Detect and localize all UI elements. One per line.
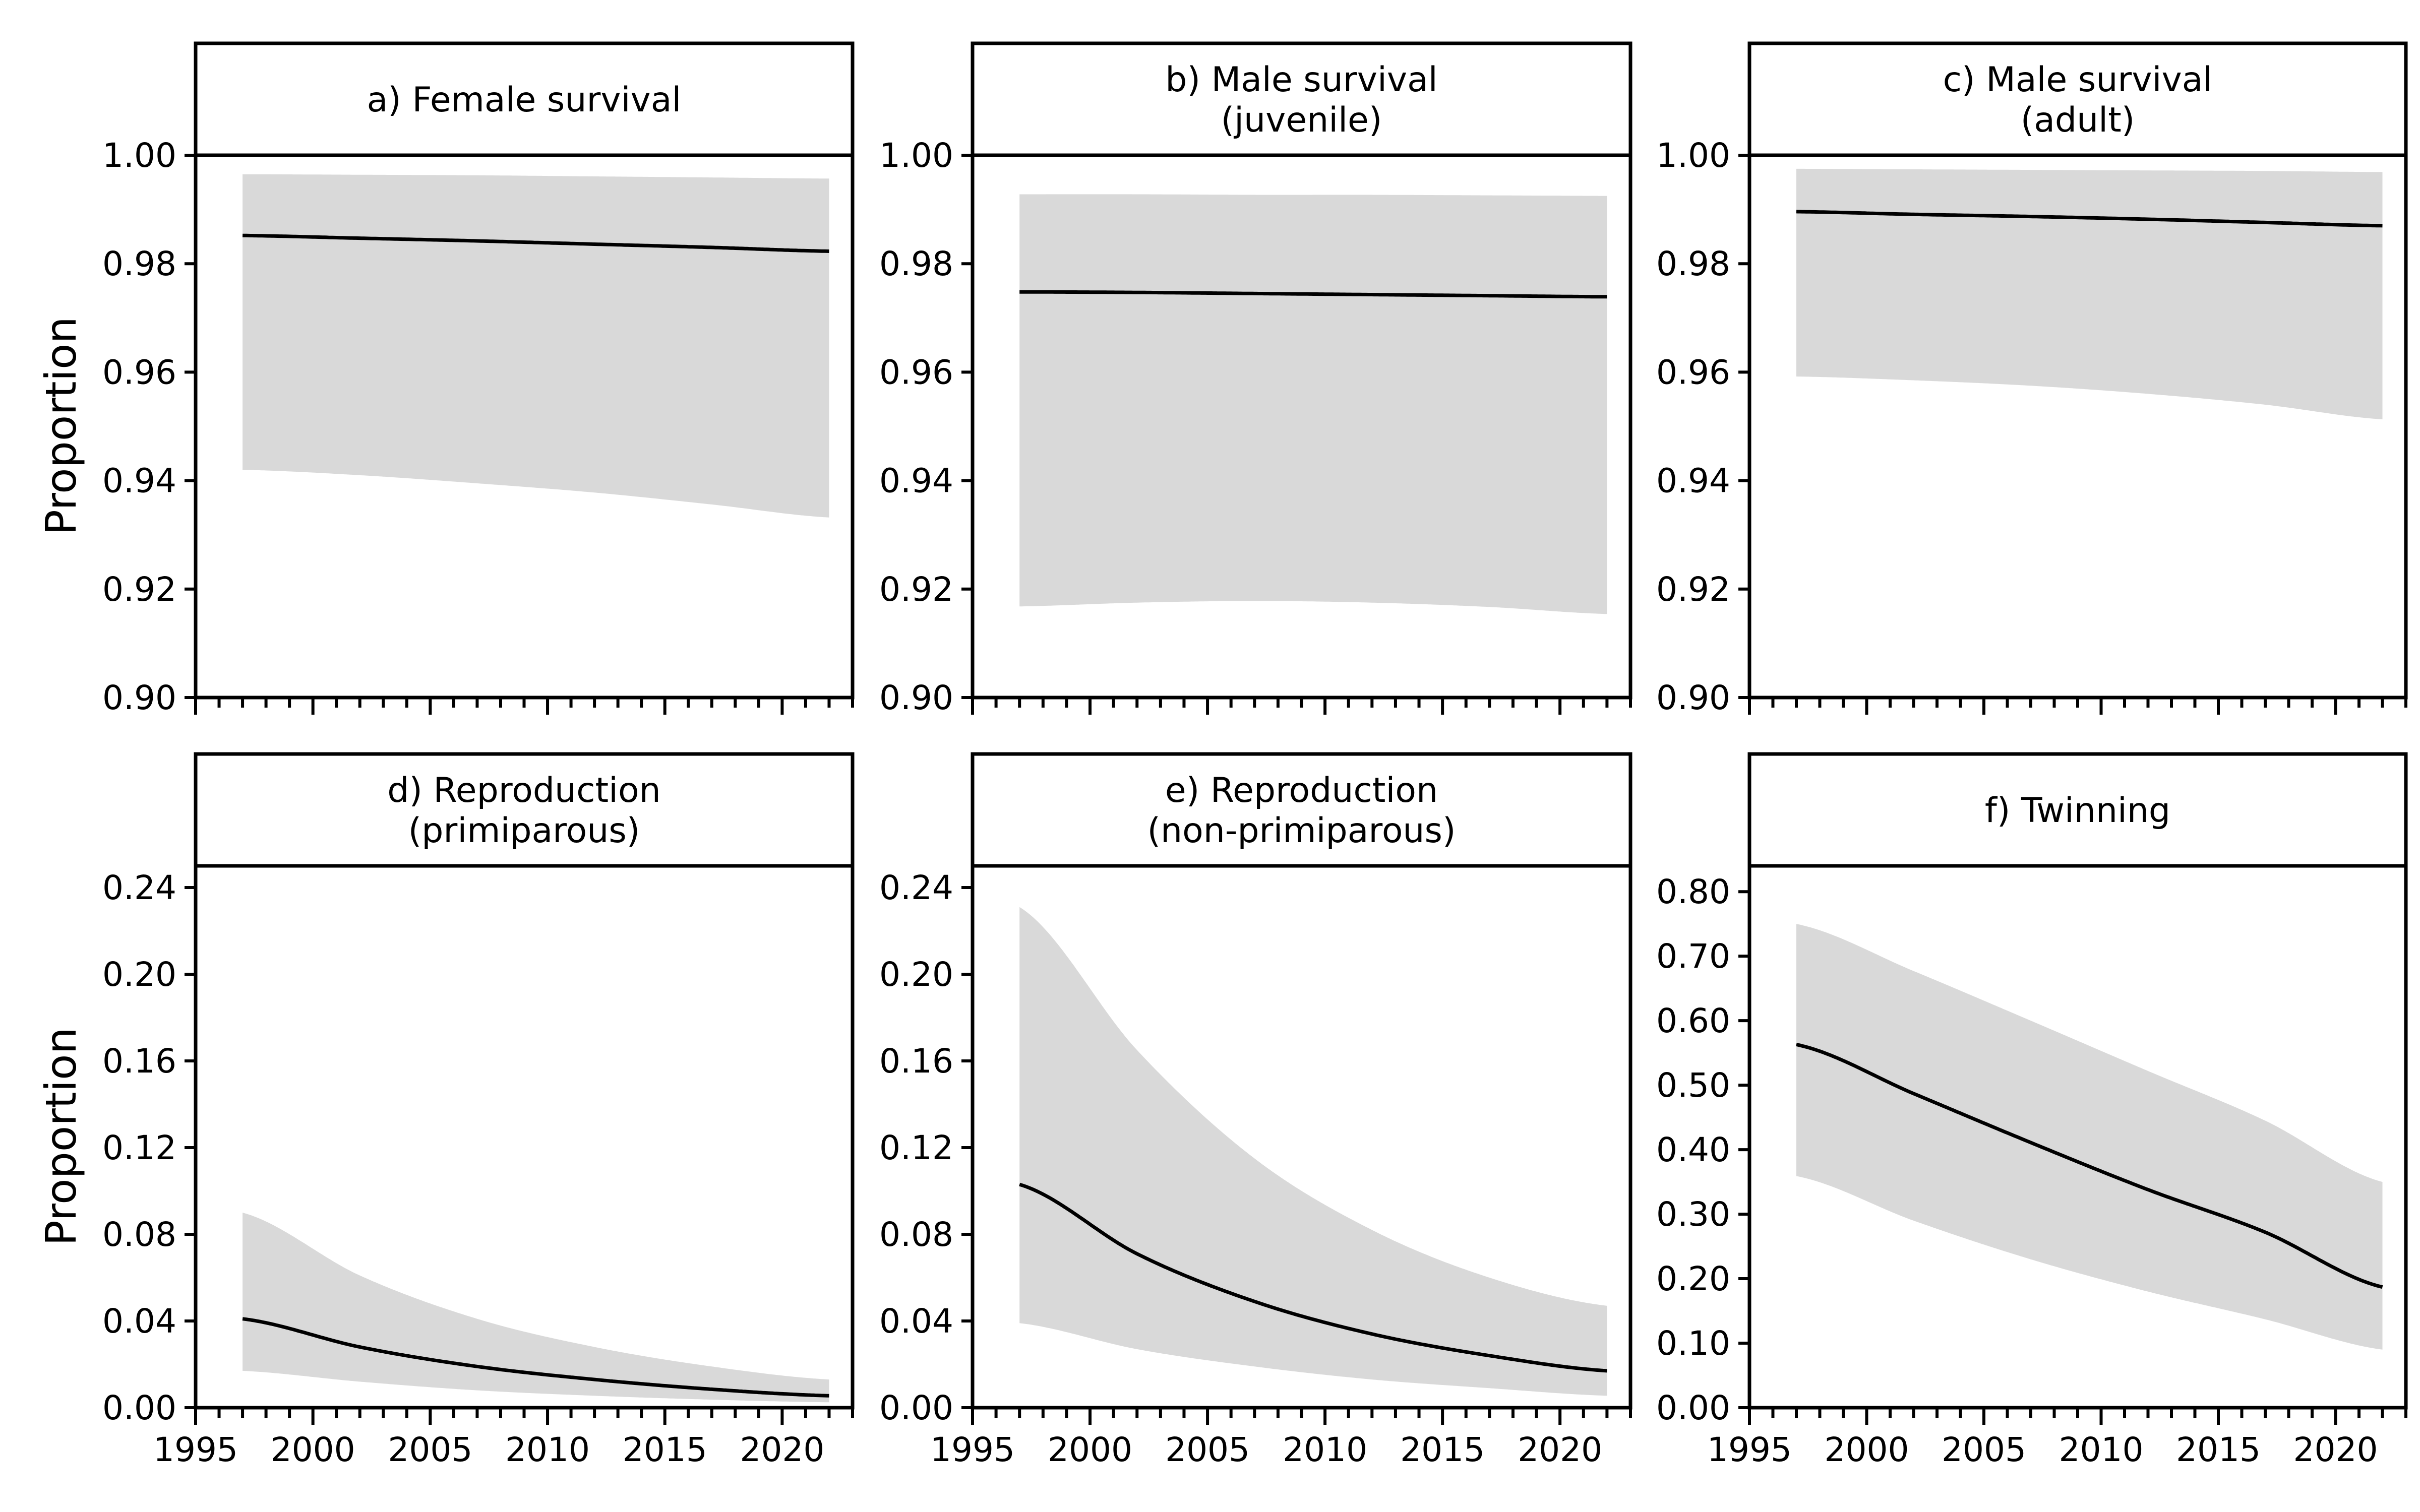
panel-a-confidence-band — [243, 174, 829, 518]
panel-f-xtick-label: 2010 — [2059, 1430, 2144, 1469]
panel-f-xtick-label: 2015 — [2176, 1430, 2261, 1469]
panel-d-ytick-label: 0.04 — [102, 1302, 176, 1341]
panel-a-ytick-label: 0.90 — [102, 678, 176, 717]
panel-d-confidence-band — [243, 1213, 829, 1403]
panel-f: f) Twinning 0.00 0.10 0.20 0.30 0.40 0.50 0.60 0… — [1656, 752, 2408, 1469]
panel-c-title-line-1: c) Male survival — [1943, 60, 2213, 100]
panel-c-title-line-2: (adult) — [2021, 100, 2135, 140]
panel-b-ytick-label: 0.98 — [879, 244, 953, 283]
panel-b-ytick-label: 1.00 — [879, 136, 953, 175]
panel-b-confidence-band — [1019, 194, 1607, 614]
panel-d-xtick-label: 2005 — [388, 1430, 472, 1469]
panel-f-ytick-label: 0.20 — [1656, 1259, 1730, 1298]
panel-e-ytick-label: 0.20 — [879, 955, 953, 994]
panel-f-ytick-label: 0.80 — [1656, 872, 1730, 911]
panel-f-title-line-1: f) Twinning — [1985, 791, 2170, 831]
panel-d: d) Reproduction(primiparous) 0.00 0.04 0.08… — [102, 752, 855, 1469]
panel-a-ytick-label: 0.94 — [102, 462, 176, 500]
panel-e-ytick-label: 0.12 — [879, 1128, 953, 1167]
panel-f-ytick-label: 0.30 — [1656, 1195, 1730, 1234]
panel-b-ytick-label: 0.94 — [879, 462, 953, 500]
panel-e-estimate-line — [1019, 1182, 1607, 1373]
panel-c-ytick-label: 0.98 — [1656, 244, 1730, 283]
panel-e-xtick-label: 2015 — [1400, 1430, 1485, 1469]
panel-f-ytick-label: 0.40 — [1656, 1130, 1730, 1169]
panel-e-title-line-2: (non-primiparous) — [1147, 811, 1456, 851]
panel-d-xtick-label: 1995 — [153, 1430, 238, 1469]
panel-f-estimate-line — [1796, 1043, 2383, 1289]
panel-b-ytick-label: 0.96 — [879, 353, 953, 392]
panel-c-ytick-label: 0.92 — [1656, 570, 1730, 609]
panel-c-confidence-band — [1796, 168, 2383, 419]
panel-b-ytick-label: 0.92 — [879, 570, 953, 609]
panel-e-xtick-label: 2005 — [1165, 1430, 1250, 1469]
panel-d-xtick-label: 2020 — [740, 1430, 824, 1469]
panel-c-estimate-line — [1796, 210, 2383, 228]
panel-grid: a) Female survival 0.90 0.92 0.94 0.96 0.98 1.… — [102, 41, 2408, 1469]
panel-f-ytick-label: 0.70 — [1656, 937, 1730, 976]
ylabel-bottom-row: Proportion — [36, 1027, 86, 1245]
panel-d-xtick-label: 2000 — [271, 1430, 355, 1469]
ylabel-top-row: Proportion — [36, 317, 86, 535]
panel-c: c) Male survival(adult) 0.90 0.92 0.94 0.96 0… — [1656, 41, 2408, 717]
panel-e-ytick-label: 0.16 — [879, 1042, 953, 1081]
panel-b-title-line-1: b) Male survival — [1165, 60, 1437, 100]
panel-d-title-line-2: (primiparous) — [408, 811, 640, 851]
panel-d-xtick-label: 2015 — [623, 1430, 707, 1469]
panel-e-xtick-label: 2010 — [1283, 1430, 1367, 1469]
panel-a-ytick-label: 1.00 — [102, 136, 176, 175]
panel-e-confidence-band — [1019, 907, 1607, 1396]
panel-b: b) Male survival(juvenile) 0.90 0.92 0.94 0.… — [879, 41, 1632, 717]
panel-e-xtick-label: 1995 — [930, 1430, 1015, 1469]
panel-a-ytick-label: 0.98 — [102, 244, 176, 283]
panel-f-xtick-label: 2005 — [1942, 1430, 2026, 1469]
panel-c-ytick-label: 1.00 — [1656, 136, 1730, 175]
panel-d-ytick-label: 0.00 — [102, 1389, 176, 1427]
panel-d-ytick-label: 0.08 — [102, 1215, 176, 1254]
panel-a-title-line-1: a) Female survival — [367, 80, 682, 120]
panel-f-xtick-label: 2020 — [2293, 1430, 2378, 1469]
panel-e-xtick-label: 2000 — [1048, 1430, 1132, 1469]
panel-f-confidence-band — [1796, 924, 2383, 1350]
panel-f-xtick-label: 2000 — [1825, 1430, 1909, 1469]
panel-e-ytick-label: 0.24 — [879, 868, 953, 907]
panel-a-estimate-line — [243, 233, 829, 253]
panel-f-ytick-label: 0.60 — [1656, 1001, 1730, 1040]
panel-e-title-line-1: e) Reproduction — [1165, 771, 1438, 810]
panel-b-ytick-label: 0.90 — [879, 678, 953, 717]
panel-d-ytick-label: 0.12 — [102, 1128, 176, 1167]
panel-c-ytick-label: 0.94 — [1656, 462, 1730, 500]
panel-d-ytick-label: 0.16 — [102, 1042, 176, 1081]
panel-a-ytick-label: 0.92 — [102, 570, 176, 609]
panel-d-ytick-label: 0.24 — [102, 868, 176, 907]
panel-f-xtick-label: 1995 — [1707, 1430, 1792, 1469]
panel-d-ytick-label: 0.20 — [102, 955, 176, 994]
panel-a: a) Female survival 0.90 0.92 0.94 0.96 0.98 1.… — [102, 41, 855, 717]
panel-e-xtick-label: 2020 — [1518, 1430, 1602, 1469]
panel-f-ytick-label: 0.50 — [1656, 1066, 1730, 1105]
panel-a-ytick-label: 0.96 — [102, 353, 176, 392]
panel-e-ytick-label: 0.08 — [879, 1215, 953, 1254]
panel-c-ytick-label: 0.90 — [1656, 678, 1730, 717]
panel-e-ytick-label: 0.04 — [879, 1302, 953, 1341]
panel-e-ytick-label: 0.00 — [879, 1389, 953, 1427]
panel-e: e) Reproduction(non-primiparous) 0.00 0.04… — [879, 752, 1632, 1469]
panel-d-title-line-1: d) Reproduction — [387, 771, 660, 810]
panel-f-ytick-label: 0.00 — [1656, 1389, 1730, 1427]
panel-d-estimate-line — [242, 1317, 829, 1398]
panel-b-estimate-line — [1019, 290, 1607, 299]
panel-d-xtick-label: 2010 — [505, 1430, 590, 1469]
panel-b-title-line-2: (juvenile) — [1221, 100, 1382, 140]
panel-f-ytick-label: 0.10 — [1656, 1324, 1730, 1363]
panel-c-ytick-label: 0.96 — [1656, 353, 1730, 392]
